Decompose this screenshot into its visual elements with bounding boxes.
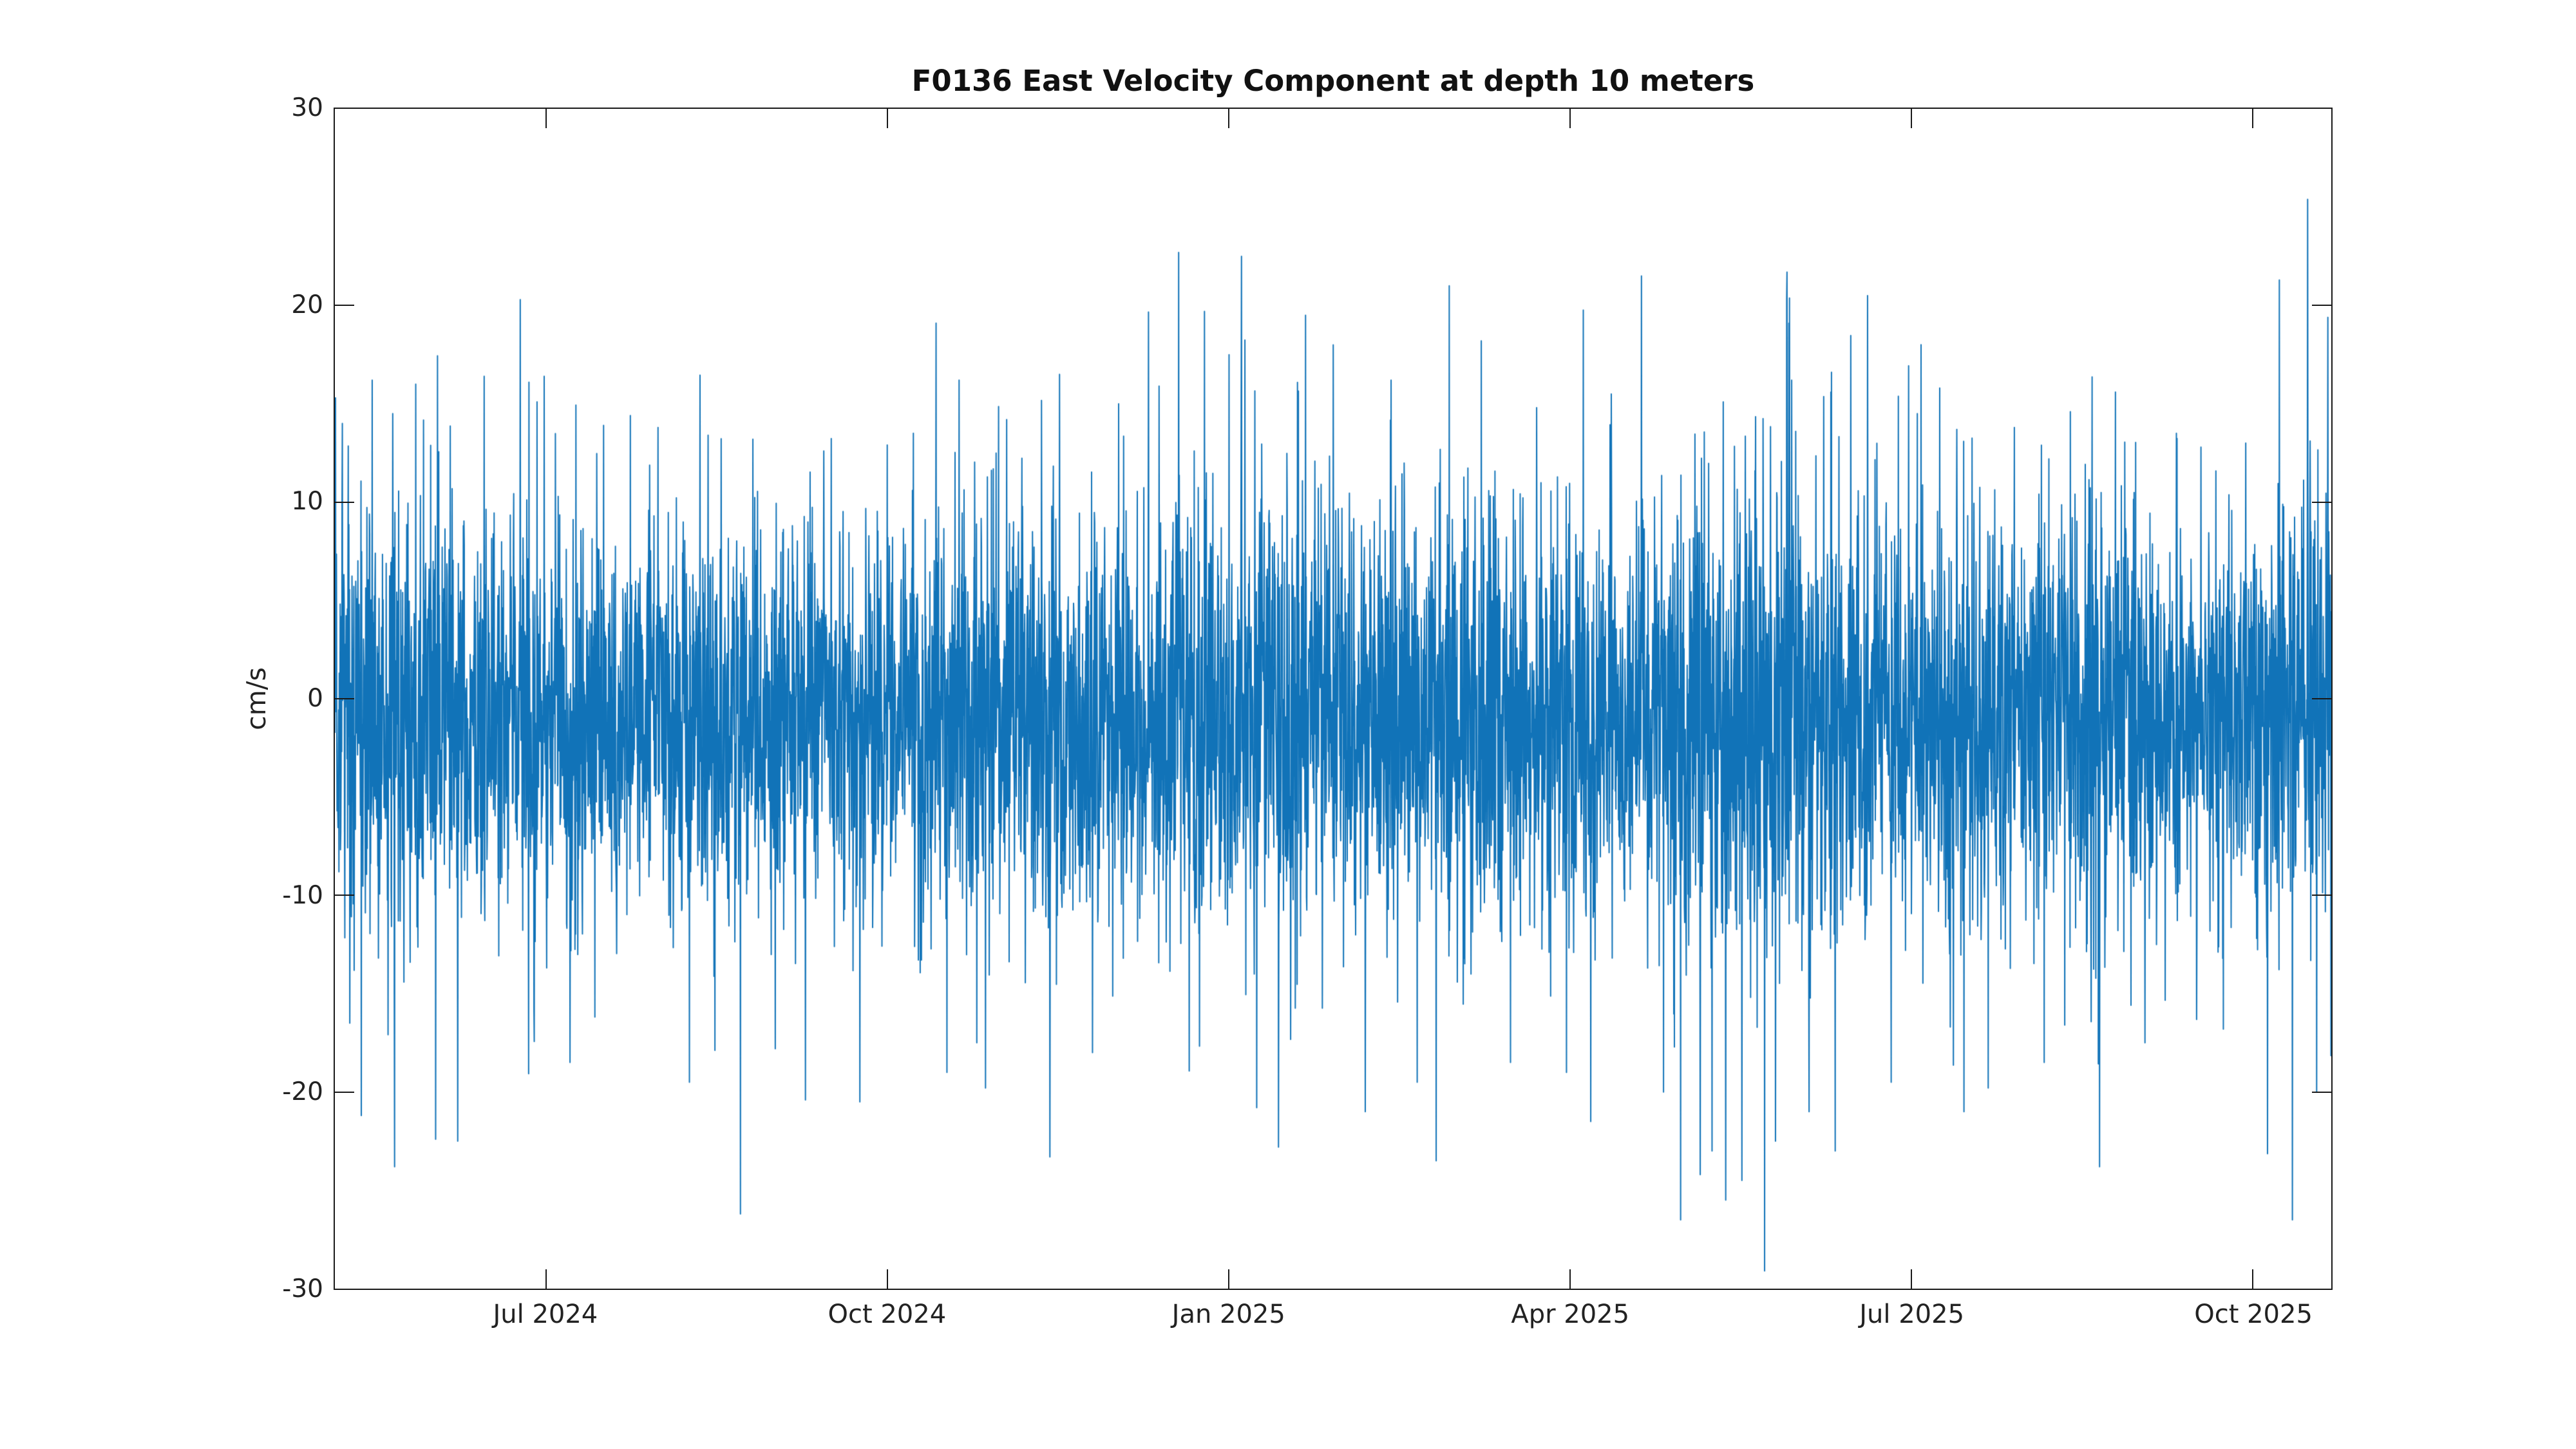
axis-tick-mark: [1911, 1269, 1912, 1289]
axis-tick-mark: [887, 109, 888, 128]
y-tick-label: -20: [282, 1077, 323, 1107]
x-tick-label: Oct 2025: [2194, 1300, 2313, 1329]
plot-area: [334, 108, 2333, 1290]
x-tick-label: Jul 2025: [1859, 1300, 1965, 1329]
axis-tick-mark: [887, 1269, 888, 1289]
axis-tick-mark: [2252, 1269, 2253, 1289]
y-tick-label: 20: [291, 290, 323, 319]
velocity-series-canvas: [335, 109, 2331, 1289]
x-tick-label: Apr 2025: [1511, 1300, 1630, 1329]
y-tick-label: 10: [291, 487, 323, 516]
axis-tick-mark: [1569, 1269, 1571, 1289]
y-tick-label: -10: [282, 880, 323, 910]
axis-tick-mark: [2312, 502, 2331, 503]
axis-tick-mark: [1228, 109, 1229, 128]
y-tick-label: -30: [282, 1274, 323, 1303]
axis-tick-mark: [2312, 895, 2331, 896]
axis-tick-mark: [335, 502, 354, 503]
axis-tick-mark: [1228, 1269, 1229, 1289]
chart-title: F0136 East Velocity Component at depth 1…: [911, 64, 1755, 98]
axis-tick-mark: [1569, 109, 1571, 128]
y-tick-label: 0: [307, 684, 323, 713]
axis-tick-mark: [335, 698, 354, 699]
axis-tick-mark: [545, 1269, 547, 1289]
x-tick-label: Jul 2024: [493, 1300, 598, 1329]
axis-tick-mark: [2312, 698, 2331, 699]
x-tick-label: Oct 2024: [828, 1300, 947, 1329]
axis-tick-mark: [545, 109, 547, 128]
axis-tick-mark: [1911, 109, 1912, 128]
axis-tick-mark: [335, 1092, 354, 1093]
axis-tick-mark: [2252, 109, 2253, 128]
x-tick-label: Jan 2025: [1171, 1300, 1285, 1329]
axis-tick-mark: [2312, 305, 2331, 306]
axis-tick-mark: [335, 895, 354, 896]
axis-tick-mark: [2312, 1092, 2331, 1093]
y-tick-label: 30: [291, 93, 323, 122]
axis-tick-mark: [335, 305, 354, 306]
